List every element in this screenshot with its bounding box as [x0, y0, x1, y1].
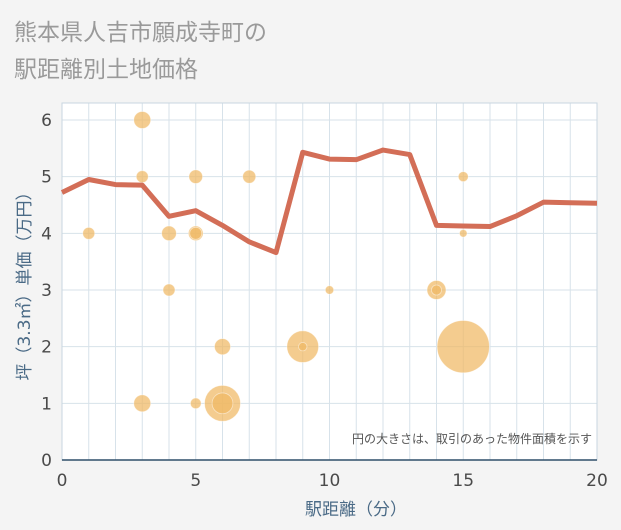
x-tick-label: 15: [452, 471, 474, 491]
data-bubble: [133, 394, 152, 413]
data-bubble: [135, 170, 149, 184]
tick-labels: 0 5 10 15 20 0 1 2 3 4 5 6: [41, 111, 608, 491]
data-bubble: [431, 284, 442, 296]
data-bubble: [324, 285, 335, 295]
y-tick-label: 6: [41, 111, 52, 131]
size-note: 円の大きさは、取引のあった物件面積を示す: [352, 431, 592, 446]
x-tick-label: 10: [319, 471, 341, 491]
data-bubble: [189, 397, 202, 410]
data-bubble: [211, 392, 234, 415]
y-tick-label: 3: [41, 281, 52, 301]
chart-title-line-2: 駅距離別土地価格: [14, 57, 198, 83]
price-trend-line: [60, 147, 598, 256]
data-bubble: [188, 169, 203, 184]
data-bubble: [242, 169, 257, 184]
data-bubble: [82, 226, 96, 240]
y-tick-label: 2: [41, 338, 52, 358]
data-bubble: [298, 342, 308, 352]
data-bubble: [214, 338, 231, 356]
y-tick-label: 4: [41, 224, 52, 244]
data-bubble: [436, 320, 490, 374]
x-tick-label: 20: [586, 471, 608, 491]
data-bubble: [161, 225, 177, 242]
data-bubble: [457, 171, 469, 183]
bubbles: [82, 111, 490, 422]
x-tick-label: 0: [57, 471, 68, 491]
x-tick-label: 5: [190, 471, 201, 491]
data-bubble: [459, 229, 468, 238]
y-tick-label: 5: [41, 168, 52, 188]
y-tick-label: 1: [41, 394, 52, 414]
chart-title-line-1: 熊本県人吉市願成寺町の: [14, 20, 267, 46]
data-bubble: [133, 111, 152, 129]
y-tick-label: 0: [41, 451, 52, 471]
x-axis-title: 駅距離（分）: [305, 500, 407, 520]
data-bubble: [189, 226, 203, 240]
y-axis-title: 坪（3.3㎡）単価（万円）: [15, 183, 35, 380]
data-bubble: [162, 283, 176, 297]
